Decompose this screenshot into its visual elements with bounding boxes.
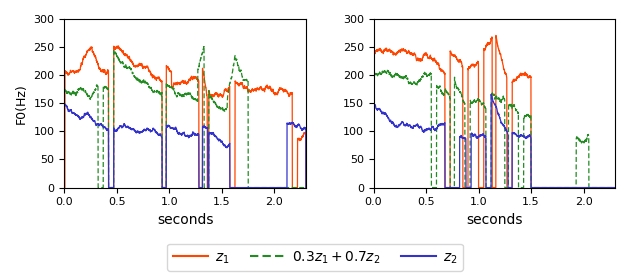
X-axis label: seconds: seconds (466, 213, 522, 227)
Legend: $z_1$, $0.3z_1 + 0.7z_2$, $z_2$: $z_1$, $0.3z_1 + 0.7z_2$, $z_2$ (168, 244, 462, 271)
Y-axis label: F0(Hz): F0(Hz) (15, 83, 28, 124)
X-axis label: seconds: seconds (157, 213, 214, 227)
